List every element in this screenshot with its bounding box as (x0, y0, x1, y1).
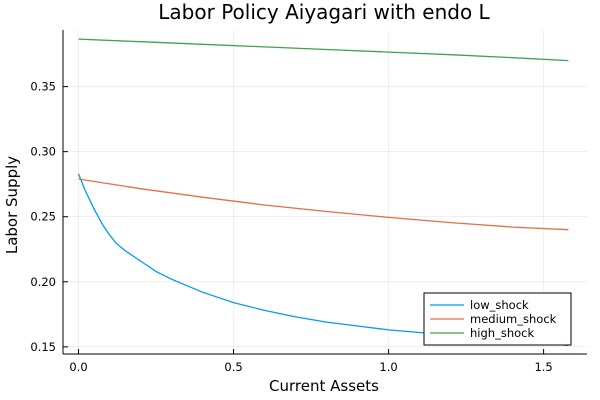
legend-label-high-shock: high_shock (470, 326, 534, 340)
y-tick-label: 0.20 (30, 275, 56, 289)
legend-label-medium-shock: medium_shock (470, 312, 557, 326)
series-line-high-shock (78, 38, 569, 62)
x-axis-label: Current Assets (269, 377, 379, 395)
y-tick-label: 0.15 (30, 340, 56, 354)
x-tick-label: 1.0 (379, 360, 397, 374)
grid (63, 30, 587, 354)
x-tick-label: 1.5 (534, 360, 552, 374)
y-tick-label: 0.35 (30, 80, 56, 94)
x-tick-label: 0.5 (224, 360, 242, 374)
y-tick-label: 0.30 (30, 145, 56, 159)
y-tick-label: 0.25 (30, 210, 56, 224)
x-tick-label: 0.0 (69, 360, 87, 374)
axes: 0.0 0.5 1.0 1.5 0.15 0.20 0.25 0.30 0.35 (30, 30, 587, 374)
series-line-medium-shock (78, 178, 569, 231)
legend-label-low-shock: low_shock (470, 298, 529, 312)
y-axis-label: Labor Supply (3, 156, 21, 254)
chart-title: Labor Policy Aiyagari with endo L (158, 0, 490, 24)
